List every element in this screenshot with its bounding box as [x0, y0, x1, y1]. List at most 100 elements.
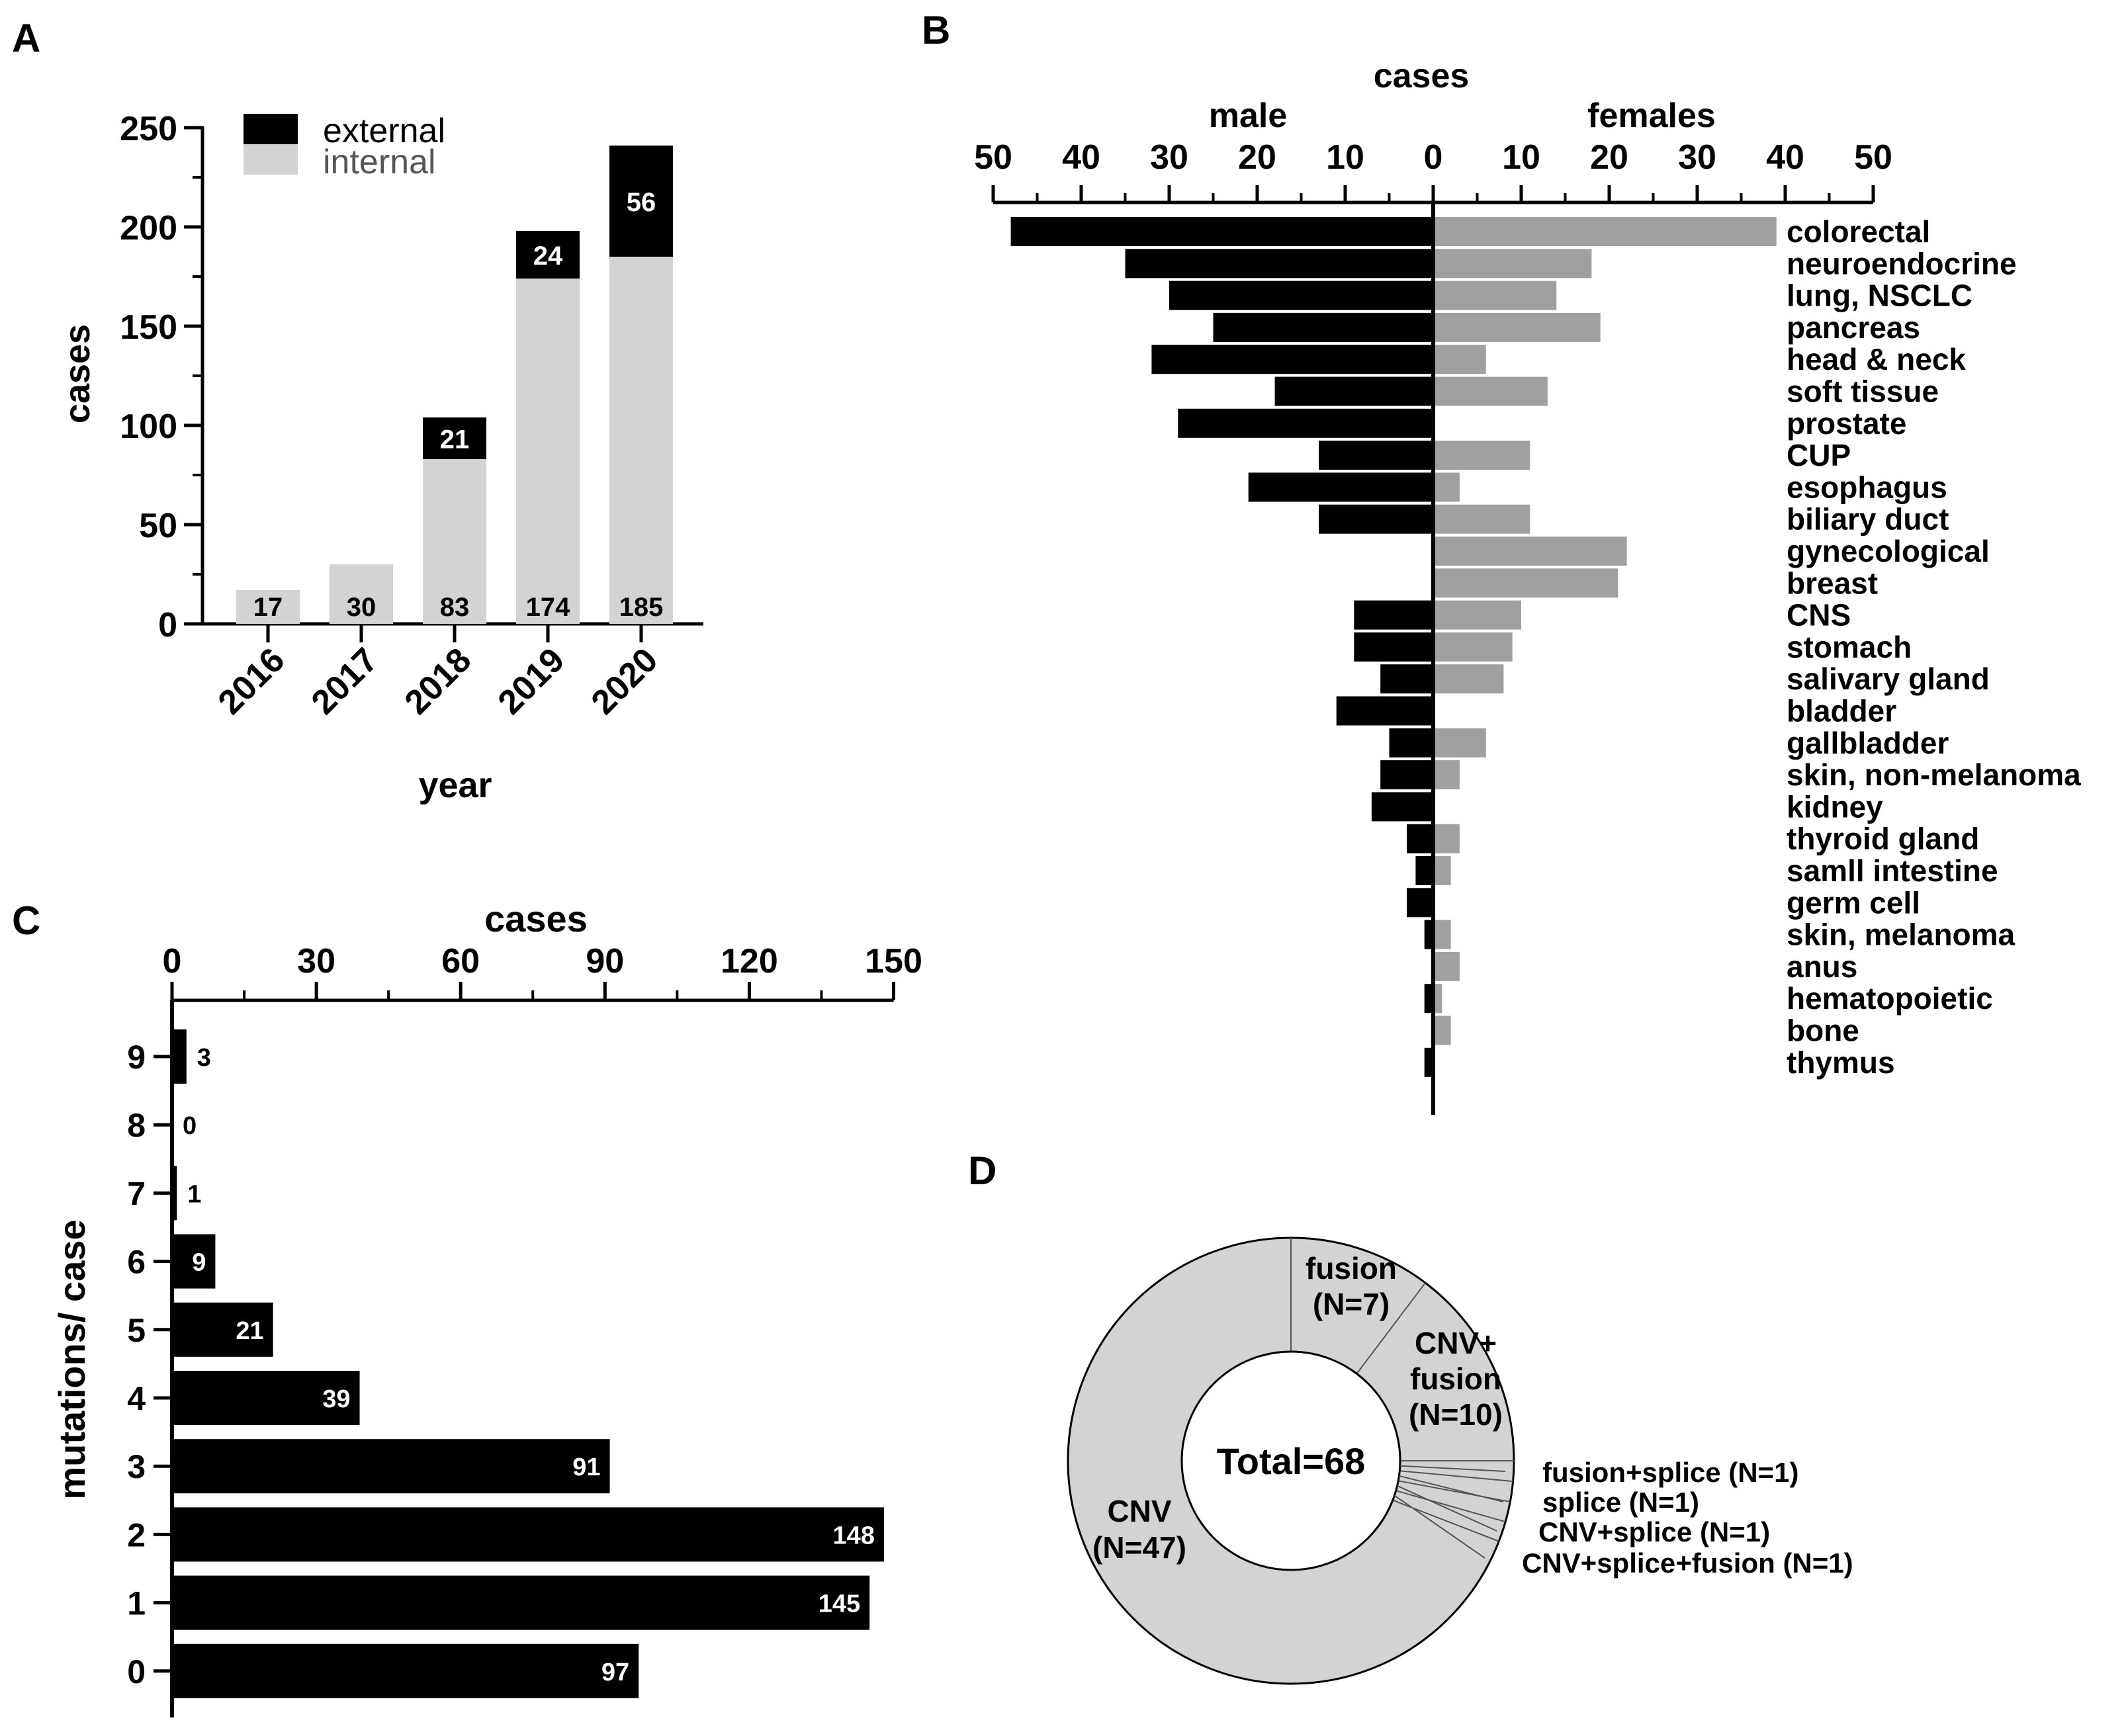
- slice-boundary-cnv-fusion: [1356, 1282, 1426, 1374]
- category-label-lung-nsclc: lung, NSCLC: [1787, 279, 1972, 313]
- bar-label-internal-2016: 17: [253, 593, 283, 622]
- y-axis-title: mutations/ case: [51, 1219, 93, 1499]
- bar-label-6: 9: [192, 1249, 206, 1277]
- x-tick-label: 30: [297, 942, 335, 980]
- x-tick-label: 0: [1424, 138, 1443, 177]
- category-label-gynecological: gynecological: [1787, 534, 1990, 568]
- x-tick-label: 40: [1766, 138, 1804, 177]
- y-tick-label: 150: [120, 308, 177, 347]
- y-tick-label: 200: [120, 209, 177, 247]
- bar-male-pancreas: [1213, 312, 1433, 342]
- x-tick-label: 0: [163, 942, 182, 980]
- category-label-head-neck: head & neck: [1787, 342, 1966, 376]
- bar-label-1: 145: [819, 1590, 860, 1618]
- x-tick-label: 90: [586, 942, 624, 980]
- leader-line-fusion-splice: [1399, 1465, 1506, 1472]
- category-label-stomach: stomach: [1787, 630, 1912, 664]
- bar-male-stomach: [1354, 632, 1433, 662]
- x-tick-label-2016: 2016: [211, 640, 292, 722]
- category-label-biliary-duct: biliary duct: [1787, 502, 1949, 537]
- bar-label-9: 3: [197, 1044, 211, 1072]
- x-tick-label: 20: [1238, 138, 1276, 177]
- y-axis-title: cases: [58, 324, 97, 423]
- bar-female-stomach: [1433, 632, 1513, 662]
- x-tick-label: 10: [1502, 138, 1540, 177]
- x-tick-label: 40: [1062, 138, 1100, 177]
- bar-mutations-2: [172, 1507, 884, 1562]
- category-label-hematopoietic: hematopoietic: [1787, 981, 1993, 1016]
- bar-mutations-9: [172, 1029, 187, 1084]
- y-tick-label-4: 4: [127, 1380, 146, 1417]
- y-tick-label-8: 8: [127, 1107, 146, 1144]
- x-tick-label: 50: [974, 138, 1012, 177]
- bar-male-neuroendocrine: [1125, 249, 1433, 279]
- bar-male-cns: [1354, 600, 1433, 630]
- category-label-anus: anus: [1787, 949, 1857, 984]
- bar-internal-2016: [236, 590, 300, 624]
- panel-c-horizontal-bar-chart: cases 0 30 60 90 120 150 9 3 8 0 7 1 6 9 5 21 4 39 3 91 2 148 1…: [51, 898, 922, 1717]
- bar-female-hematopoietic: [1433, 984, 1442, 1014]
- bar-label-internal-2020: 185: [619, 593, 664, 622]
- y-tick-label-7: 7: [127, 1175, 146, 1212]
- donut-hole: [1180, 1350, 1401, 1571]
- y-tick-label-1: 1: [127, 1585, 146, 1622]
- slice-label-cnv-fusion: CNV+: [1415, 1326, 1497, 1360]
- category-label-thyroid-gland: thyroid gland: [1787, 822, 1979, 856]
- bar-label-2: 148: [833, 1522, 875, 1549]
- y-tick-label-2: 2: [127, 1516, 146, 1553]
- category-label-colorectal: colorectal: [1787, 214, 1930, 249]
- category-label-bone: bone: [1787, 1014, 1859, 1048]
- bar-label-external-2018: 21: [440, 425, 470, 455]
- y-tick-label-6: 6: [127, 1244, 146, 1281]
- bar-mutations-1: [172, 1575, 870, 1630]
- bar-male-salivary-gland: [1380, 664, 1433, 694]
- slice-label-cnv-fusion: fusion: [1410, 1362, 1501, 1396]
- category-label-bladder: bladder: [1787, 694, 1896, 728]
- legend-swatch-internal: [244, 144, 298, 175]
- donut-center-label: Total=68: [1217, 1440, 1366, 1482]
- female-label: females: [1587, 97, 1716, 135]
- bar-mutations-4: [172, 1371, 360, 1425]
- bar-label-internal-2019: 174: [526, 593, 570, 622]
- x-axis-title: cases: [484, 898, 588, 939]
- slice-boundary-splice: [1399, 1470, 1513, 1483]
- bar-male-cup: [1319, 441, 1433, 470]
- category-label-soft-tissue: soft tissue: [1787, 374, 1939, 409]
- slice-label-fusion: (N=7): [1313, 1287, 1390, 1321]
- bar-male-thyroid-gland: [1407, 824, 1433, 853]
- bar-female-head-neck: [1433, 345, 1486, 374]
- male-label: male: [1209, 97, 1288, 135]
- panel-label-d: D: [968, 1149, 997, 1193]
- leader-line-cnv-splice: [1397, 1485, 1497, 1532]
- bar-female-colorectal: [1433, 217, 1777, 246]
- leader-line-cnv-splice-fusion: [1394, 1495, 1485, 1559]
- bar-label-4: 39: [322, 1385, 350, 1413]
- y-tick-label: 0: [158, 606, 177, 644]
- bar-external-2020: [609, 146, 673, 257]
- bar-female-cns: [1433, 600, 1521, 630]
- category-label-neuroendocrine: neuroendocrine: [1787, 246, 2017, 281]
- category-label-kidney: kidney: [1787, 789, 1883, 824]
- category-label-pancreas: pancreas: [1787, 310, 1920, 345]
- bar-internal-2020: [609, 257, 673, 624]
- legend-label-external: external: [323, 112, 445, 150]
- x-tick-label: 10: [1326, 138, 1364, 177]
- bar-female-lung-nsclc: [1433, 281, 1557, 310]
- bar-male-samll-intestine: [1415, 856, 1433, 885]
- panel-b-butterfly-bar-chart: cases male females 50 40 30 20 10 0 10 20 30 40 50 col…: [974, 57, 2081, 1115]
- bar-male-soft-tissue: [1274, 376, 1433, 406]
- bar-male-kidney: [1371, 792, 1433, 822]
- y-tick-label-5: 5: [127, 1312, 146, 1349]
- panel-label-a: A: [12, 16, 40, 60]
- y-tick-label: 250: [120, 110, 177, 148]
- bar-female-gallbladder: [1433, 728, 1486, 758]
- category-label-salivary-gland: salivary gland: [1787, 662, 1990, 696]
- bar-label-5: 21: [236, 1317, 263, 1345]
- bar-mutations-7: [172, 1166, 177, 1221]
- leader-line-splice: [1399, 1475, 1504, 1502]
- bar-male-lung-nsclc: [1169, 281, 1433, 310]
- bar-male-gallbladder: [1389, 728, 1433, 758]
- bar-female-salivary-gland: [1433, 664, 1504, 694]
